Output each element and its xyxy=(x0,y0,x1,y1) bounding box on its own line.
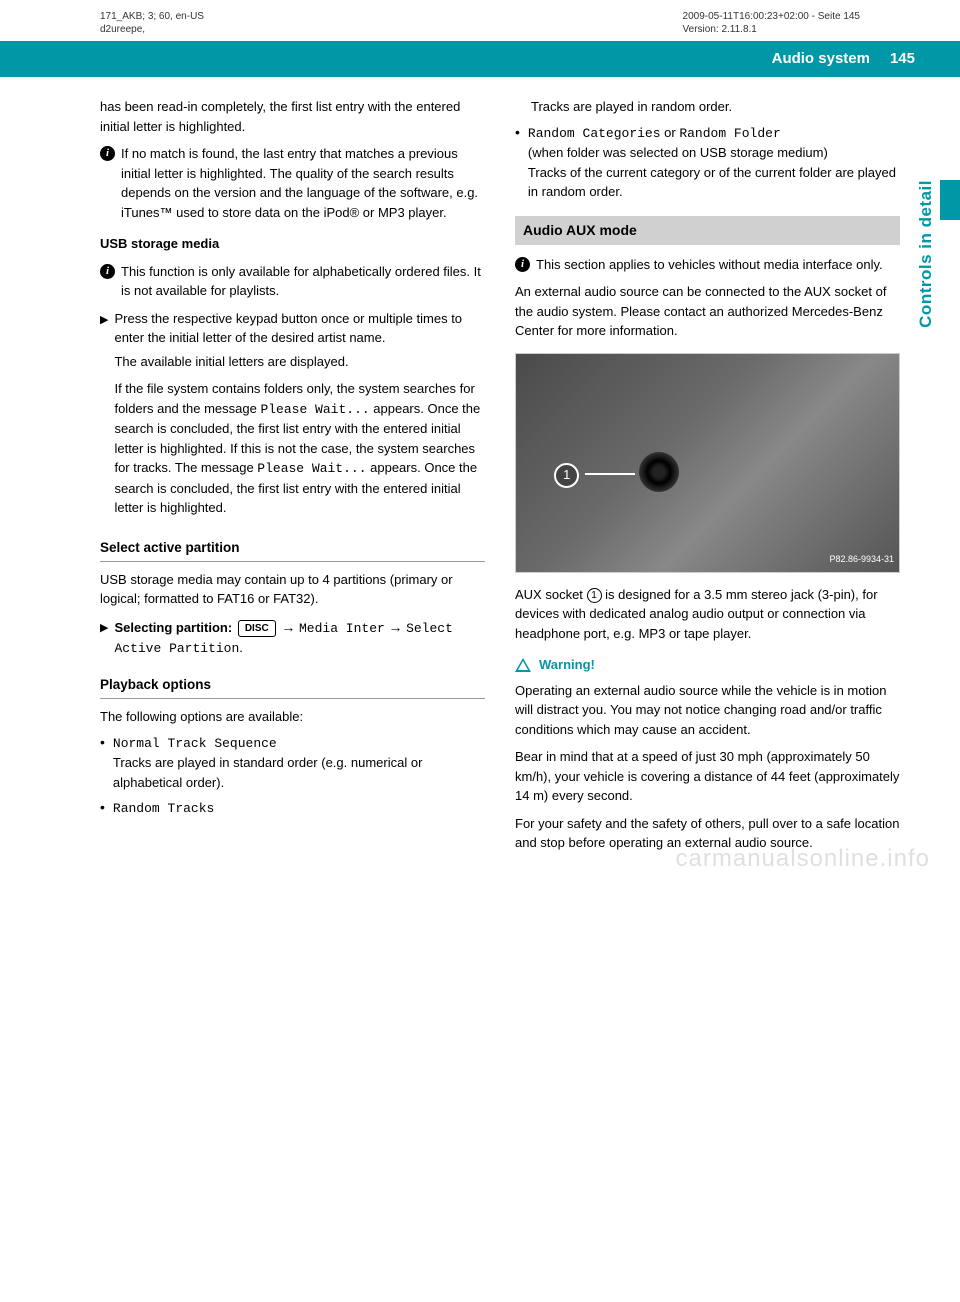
info-text-2: This function is only available for alph… xyxy=(121,262,485,301)
option-2-content: Random Tracks xyxy=(113,798,214,819)
warning-label: Warning! xyxy=(539,655,595,675)
meta-left-line1: 171_AKB; 3; 60, en-US xyxy=(100,10,204,23)
opt2-title: Random Tracks xyxy=(113,801,214,816)
partition-heading: Select active partition xyxy=(100,538,485,562)
bullet-icon: • xyxy=(515,123,520,141)
meta-right-line1: 2009-05-11T16:00:23+02:00 - Seite 145 xyxy=(683,10,860,23)
aux-socket-image: 1 P82.86-9934-31 xyxy=(515,353,900,573)
option-3-content: Random Categories or Random Folder (when… xyxy=(528,123,900,202)
aux-info-text: This section applies to vehicles without… xyxy=(536,255,900,275)
page-metadata: 171_AKB; 3; 60, en-US d2ureepe, 2009-05-… xyxy=(0,0,960,41)
step1-a: Press the respective keypad button once … xyxy=(114,309,485,348)
bullet-icon: • xyxy=(100,798,105,816)
aux-desc-a: AUX socket xyxy=(515,587,587,602)
partition-step: ▶ Selecting partition: DISC → Media Inte… xyxy=(100,617,485,659)
opt3-title-b: Random Folder xyxy=(679,126,780,141)
option-1: • Normal Track Sequence Tracks are playe… xyxy=(100,733,485,793)
usb-heading: USB storage media xyxy=(100,234,485,254)
opt1-text: Tracks are played in standard order (e.g… xyxy=(113,755,423,790)
opt3-title-a: Random Categories xyxy=(528,126,661,141)
opt3-or: or xyxy=(661,125,680,140)
meta-left-line2: d2ureepe, xyxy=(100,23,204,36)
step1-para: If the file system contains folders only… xyxy=(114,379,485,518)
header-bar: Audio system 145 xyxy=(0,41,960,77)
aux-info-block: i This section applies to vehicles witho… xyxy=(515,255,900,275)
warning-heading: Warning! xyxy=(515,655,900,675)
option-2: • Random Tracks xyxy=(100,798,485,819)
info-icon: i xyxy=(100,146,115,161)
opt1-title: Normal Track Sequence xyxy=(113,736,277,751)
playback-intro: The following options are available: xyxy=(100,707,485,727)
option-1-content: Normal Track Sequence Tracks are played … xyxy=(113,733,485,793)
arrow-icon: → xyxy=(281,619,295,635)
info-block-2: i This function is only available for al… xyxy=(100,262,485,301)
intro-text: has been read-in completely, the first l… xyxy=(100,97,485,136)
partition-step-content: Selecting partition: DISC → Media Inter … xyxy=(114,617,485,659)
meta-right: 2009-05-11T16:00:23+02:00 - Seite 145 Ve… xyxy=(683,10,860,36)
step-block-1: ▶ Press the respective keypad button onc… xyxy=(100,309,485,522)
aux-socket-graphic xyxy=(639,452,679,492)
partition-text: USB storage media may contain up to 4 pa… xyxy=(100,570,485,609)
info-icon: i xyxy=(100,264,115,279)
bullet-icon: • xyxy=(100,733,105,751)
meta-left: 171_AKB; 3; 60, en-US d2ureepe, xyxy=(100,10,204,36)
right-column: Tracks are played in random order. • Ran… xyxy=(515,97,900,857)
option-3: • Random Categories or Random Folder (wh… xyxy=(515,123,900,202)
disc-button-icon: DISC xyxy=(238,620,276,637)
left-column: has been read-in completely, the first l… xyxy=(100,97,485,857)
aux-pointer-circle: 1 xyxy=(554,463,579,488)
step1-b: The available initial letters are displa… xyxy=(114,352,485,372)
aux-pointer-line xyxy=(585,473,635,475)
header-title: Audio system xyxy=(772,48,870,71)
step-content: Press the respective keypad button once … xyxy=(114,309,485,522)
opt3-text-b: Tracks of the current category or of the… xyxy=(528,165,896,200)
side-label: Controls in detail xyxy=(913,180,939,328)
opt3-text-a: (when folder was selected on USB storage… xyxy=(528,145,828,160)
image-code: P82.86-9934-31 xyxy=(829,553,894,567)
watermark: carmanualsonline.info xyxy=(676,841,930,877)
info-text-1: If no match is found, the last entry tha… xyxy=(121,144,485,222)
please-wait-2: Please Wait... xyxy=(257,461,366,476)
playback-heading: Playback options xyxy=(100,675,485,699)
side-tab xyxy=(940,180,960,220)
info-block-1: i If no match is found, the last entry t… xyxy=(100,144,485,222)
info-icon: i xyxy=(515,257,530,272)
media-inter: Media Inter xyxy=(299,621,385,636)
random-tracks-text: Tracks are played in random order. xyxy=(531,97,900,117)
warning-triangle-icon xyxy=(515,658,531,672)
page-number: 145 xyxy=(880,41,925,77)
aux-desc: AUX socket 1 is designed for a 3.5 mm st… xyxy=(515,585,900,644)
warning-p2: Bear in mind that at a speed of just 30 … xyxy=(515,747,900,806)
content-area: has been read-in completely, the first l… xyxy=(0,77,960,897)
partition-step-label: Selecting partition: xyxy=(114,620,232,635)
aux-intro: An external audio source can be connecte… xyxy=(515,282,900,341)
warning-p1: Operating an external audio source while… xyxy=(515,681,900,740)
aux-heading: Audio AUX mode xyxy=(515,216,900,245)
meta-right-line2: Version: 2.11.8.1 xyxy=(683,23,860,36)
step-icon: ▶ xyxy=(100,312,108,329)
arrow-icon: → xyxy=(388,619,402,635)
circled-1-icon: 1 xyxy=(587,588,602,603)
step-icon: ▶ xyxy=(100,620,108,637)
please-wait-1: Please Wait... xyxy=(260,402,369,417)
